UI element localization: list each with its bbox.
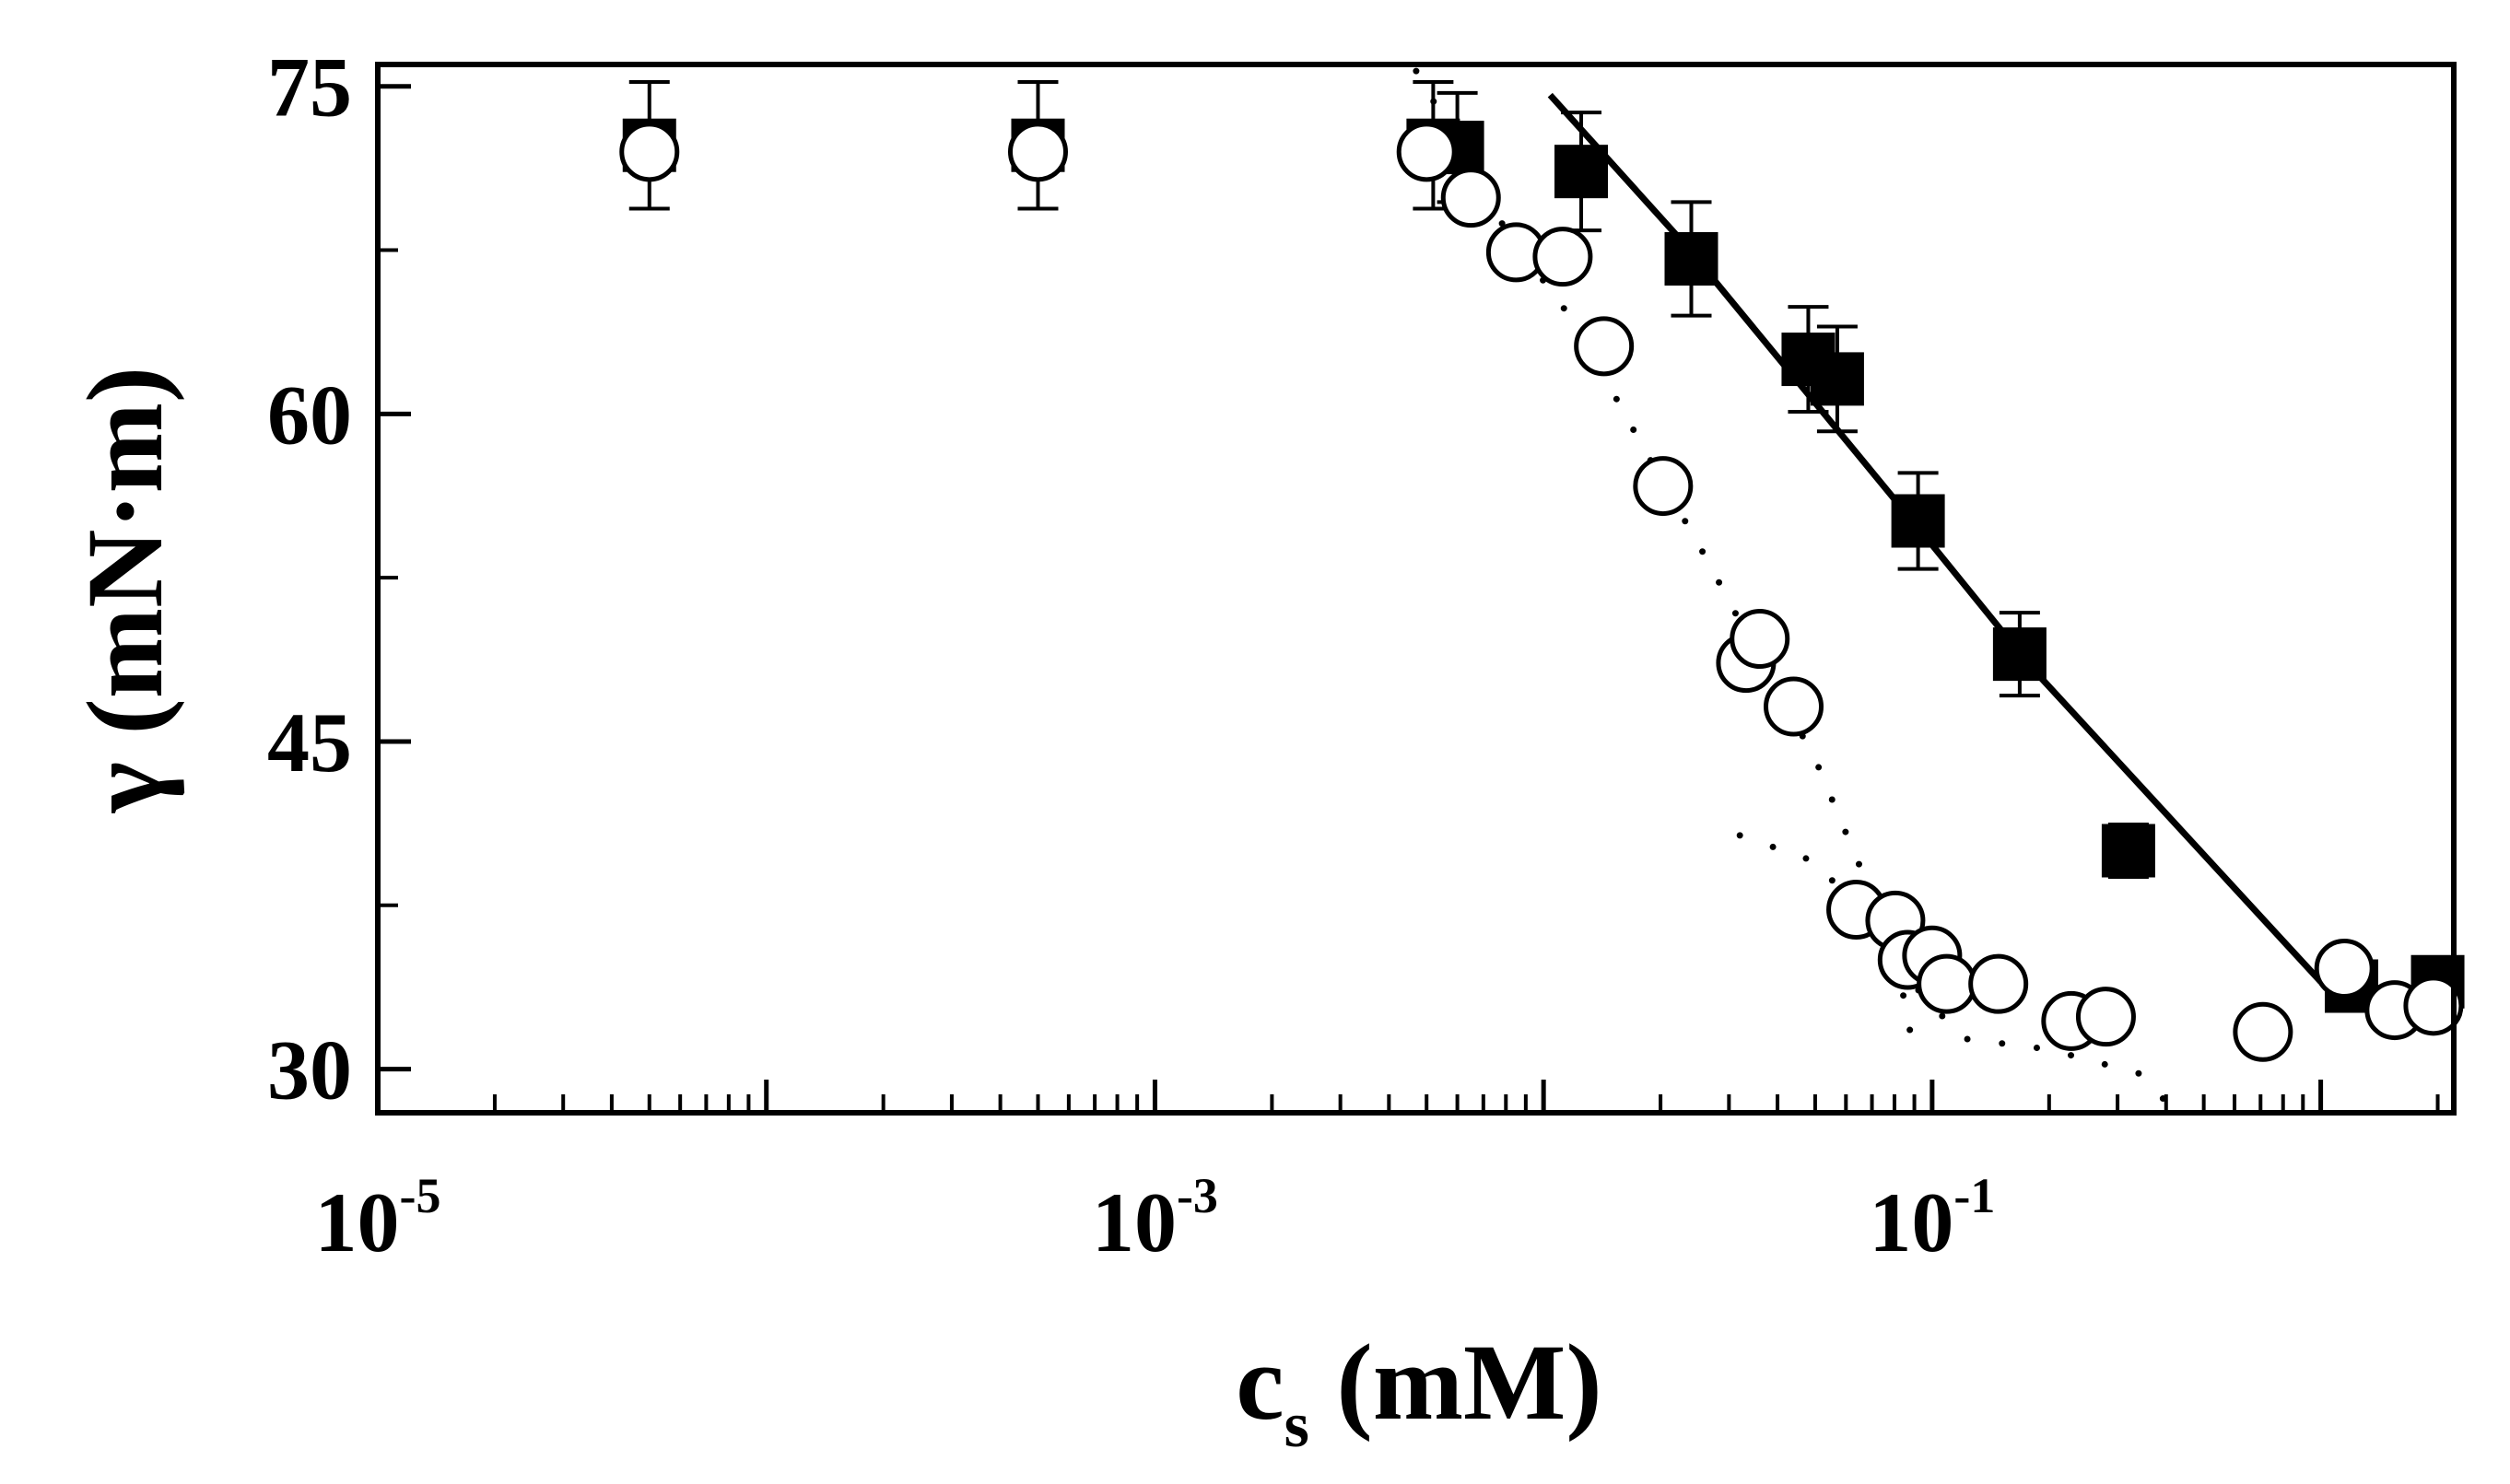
markers: [619, 118, 2465, 1062]
y-axis-title: γ (mN·m): [65, 367, 185, 813]
filled-square-point-8: [1891, 494, 1945, 548]
open-circle-point-3: [1440, 168, 1501, 228]
x-axis-title: cs (mM): [1236, 1322, 1601, 1461]
filled-square-point-10: [2101, 824, 2155, 878]
open-circle-point-22: [2403, 976, 2464, 1036]
open-circle-point-7: [1633, 456, 1694, 517]
x-tick-label-0: 10-5: [315, 1168, 441, 1269]
x-tick-label-base: 10: [1869, 1175, 1953, 1269]
open-circle-point-19: [2233, 1001, 2293, 1062]
open-circle-point-20: [2314, 939, 2375, 999]
x-tick-label-exponent: -3: [1177, 1168, 1218, 1223]
x-tick-label-1: 10-3: [1092, 1168, 1218, 1269]
error-bars: [628, 79, 2149, 879]
open-circle-point-1: [1007, 122, 1068, 182]
x-tick-label-base: 10: [1092, 1175, 1177, 1269]
y-axis: 30 45 60 75: [267, 41, 411, 1117]
open-circle-point-10: [1764, 676, 1824, 737]
open-circle-point-9: [1730, 609, 1790, 670]
x-axis-title-main: c: [1236, 1322, 1284, 1443]
y-tick-label-3: 75: [267, 41, 352, 134]
x-axis-title-subscript: s: [1284, 1390, 1309, 1461]
fit-lines: [1413, 67, 2324, 1105]
filled-square-point-9: [1992, 627, 2047, 682]
y-tick-label-2: 60: [267, 368, 352, 462]
x-axis-title-unit: (mM): [1309, 1322, 1602, 1443]
x-tick-label-base: 10: [315, 1175, 400, 1269]
x-tick-label-exponent: -5: [400, 1168, 441, 1223]
x-tick-label-exponent: -1: [1953, 1168, 1995, 1223]
x-axis: 10-5 10-3 10-1: [315, 1080, 2440, 1269]
filled-square-point-4: [1554, 145, 1609, 199]
open-circle-point-16: [1968, 953, 2029, 1014]
x-tick-label-2: 10-1: [1869, 1168, 1995, 1269]
open-circle-point-0: [619, 122, 680, 182]
open-circle-point-18: [2075, 987, 2136, 1047]
plot-frame: [375, 62, 2457, 1116]
open-circle-point-5: [1532, 227, 1593, 287]
y-tick-label-1: 45: [267, 695, 352, 789]
open-circle-point-6: [1574, 316, 1635, 377]
filled-square-point-7: [1810, 352, 1864, 406]
open-circle-point-15: [1917, 953, 1977, 1014]
filled-square-point-5: [1664, 232, 1718, 286]
y-tick-label-0: 30: [267, 1023, 352, 1117]
open-circle-point-2: [1396, 122, 1457, 182]
